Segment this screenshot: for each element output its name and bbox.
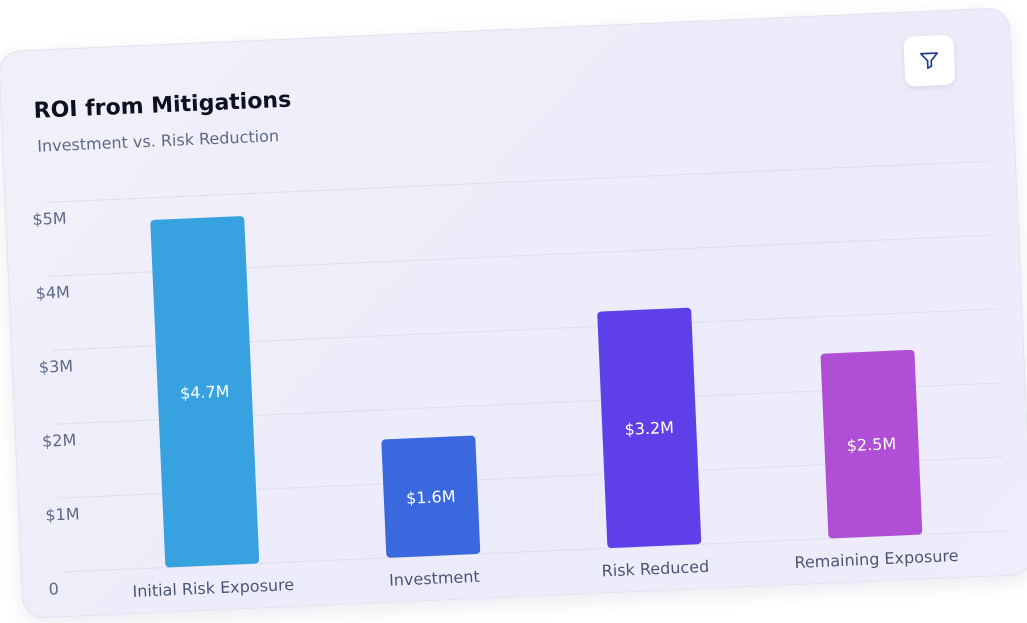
- x-category-label: Initial Risk Exposure: [132, 575, 294, 601]
- bar: [820, 349, 923, 539]
- y-tick-label: $5M: [32, 209, 67, 229]
- y-tick-label: 0: [48, 579, 59, 598]
- bar: [597, 307, 702, 549]
- bar-value-label: $3.2M: [624, 418, 674, 439]
- y-tick-label: $2M: [42, 430, 77, 450]
- bar: [150, 216, 260, 568]
- bar-value-label: $2.5M: [846, 434, 896, 455]
- bar: [381, 435, 481, 558]
- roi-chart-card: ROI from Mitigations Investment vs. Risk…: [0, 7, 1027, 619]
- y-tick-label: $3M: [39, 356, 74, 376]
- x-category-label: Investment: [389, 567, 480, 590]
- x-category-label: Risk Reduced: [601, 557, 709, 581]
- bar-value-label: $1.6M: [406, 487, 456, 508]
- x-category-label: Remaining Exposure: [794, 546, 959, 572]
- y-tick-label: $4M: [35, 282, 70, 302]
- filter-button[interactable]: [903, 34, 956, 87]
- bar-chart: 0 $1M $2M $3M $4M $5M $4.7M Initial Risk Exposu…: [32, 160, 1006, 601]
- y-tick-label: $1M: [45, 504, 80, 524]
- bar-value-label: $4.7M: [180, 382, 230, 403]
- filter-icon: [920, 52, 939, 69]
- gridline: [45, 160, 990, 203]
